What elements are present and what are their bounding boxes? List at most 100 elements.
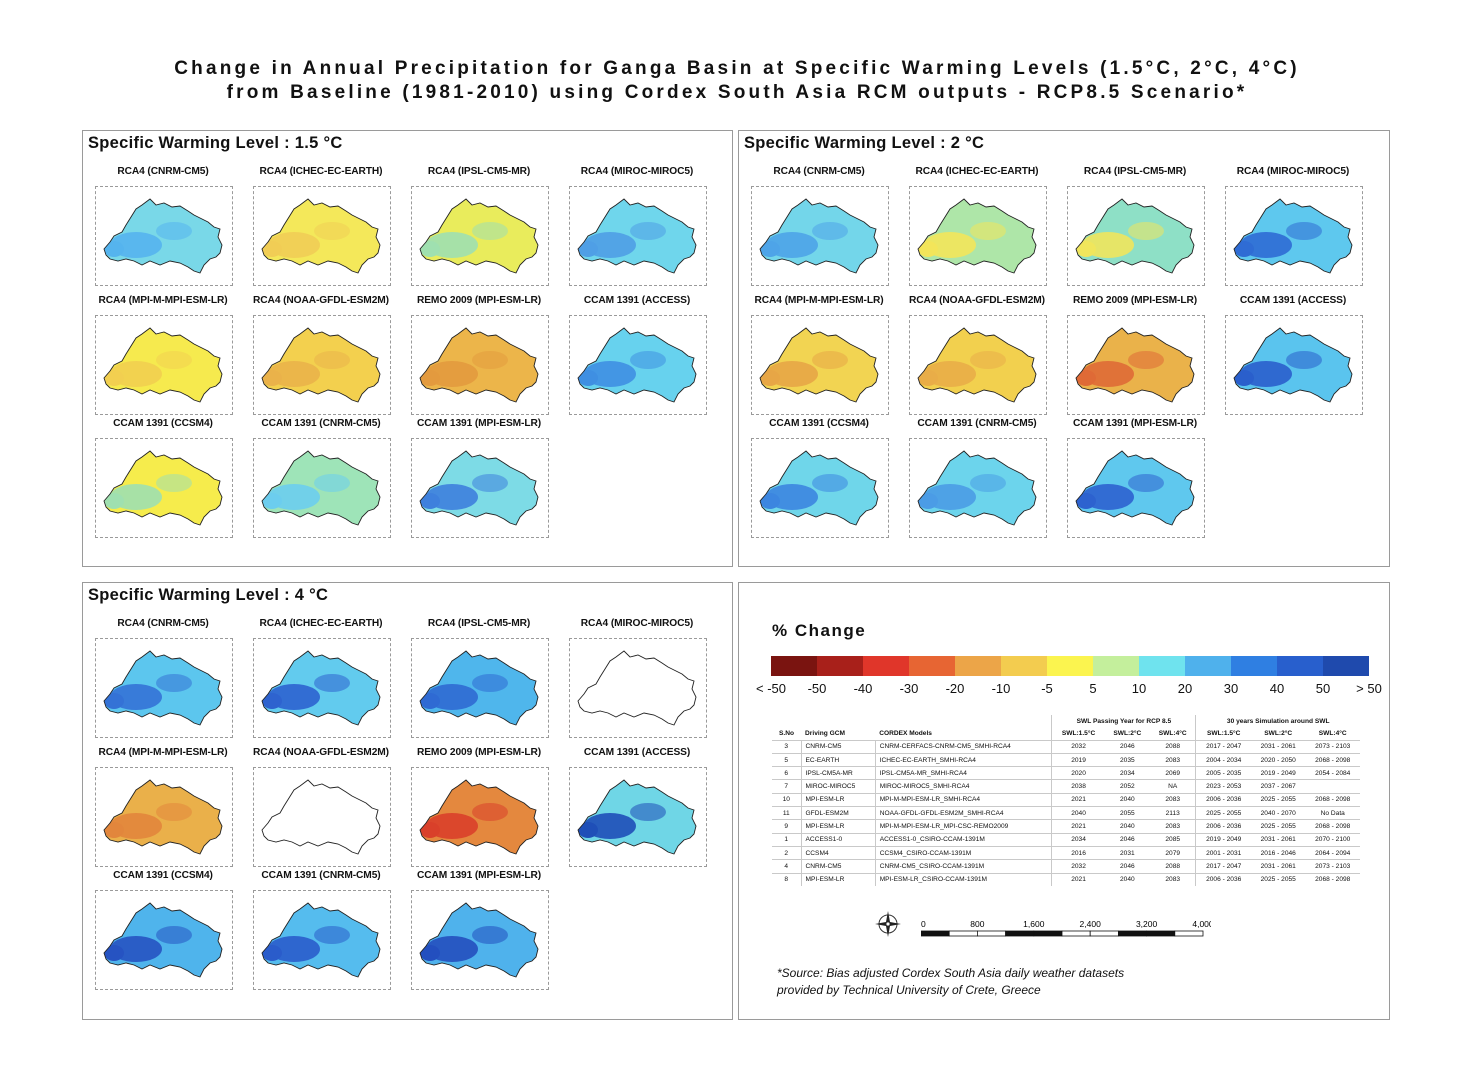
table-cell: 2034 [1104,766,1150,780]
basin-map [95,186,233,286]
map-label: CCAM 1391 (CCSM4) [769,418,869,429]
table-cell: 2068 - 2098 [1305,752,1360,767]
legend-tick-label: 30 [1223,681,1239,696]
table-cell: 2017 - 2047 [1195,859,1251,874]
table-header-row: S.No Driving GCM CORDEX Models SWL:1.5°C SWL… [772,727,1360,741]
table-cell: 2016 - 2046 [1251,845,1306,860]
basin-map-svg [103,779,223,855]
basin-map-svg [103,450,223,526]
table-cell: 2025 - 2055 [1251,872,1306,886]
table-cell: 2083 [1150,792,1196,807]
map-cell: RCA4 (CNRM-CM5) [83,166,243,288]
table-row: 5 EC-EARTH ICHEC-EC-EARTH_SMHI-RCA4 2019 203… [772,752,1360,767]
map-cell: RCA4 (ICHEC-EC-EARTH) [241,166,401,288]
basin-map [253,186,391,286]
basin-map-svg [103,198,223,274]
basin-map [569,638,707,738]
map-cell: RCA4 (IPSL-CM5-MR) [399,618,559,740]
basin-map [1225,186,1363,286]
map-cell: RCA4 (NOAA-GFDL-ESM2M) [241,295,401,417]
map-label: CCAM 1391 (MPI-ESM-LR) [416,870,542,881]
panel-swl-2: Specific Warming Level : 2 °C RCA4 (CNRM… [738,130,1390,567]
map-cell: CCAM 1391 (CNRM-CM5) [897,418,1057,540]
table-cell: 2083 [1150,752,1196,767]
table-cell: CNRM-CERFACS-CNRM-CM5_SMHI-RCA4 [874,739,1052,754]
basin-map-svg [419,902,539,978]
table-cell: 2040 [1051,806,1105,820]
scale-bar-tick: 3,200 [1136,919,1158,929]
map-cell: CCAM 1391 (CCSM4) [83,418,243,540]
map-cell: RCA4 (ICHEC-EC-EARTH) [241,618,401,740]
table-cell: 10 [772,792,802,807]
table-column-header: CORDEX Models [879,729,932,737]
basin-map [1067,186,1205,286]
legend-swatch [1277,656,1323,676]
map-label: RCA4 (ICHEC-EC-EARTH) [259,618,383,629]
scale-bar-segment [1089,930,1119,937]
basin-map [1067,315,1205,415]
basin-map [751,186,889,286]
map-cell: RCA4 (ICHEC-EC-EARTH) [897,166,1057,288]
legend-tick-label: -50 [807,681,827,696]
basin-map-svg [577,198,697,274]
legend-tick-label: -40 [853,681,873,696]
scale-bar-segment [921,930,950,937]
table-cell: 2006 - 2036 [1195,819,1251,834]
table-cell: 2017 - 2047 [1195,739,1251,754]
map-label: RCA4 (IPSL-CM5-MR) [1083,166,1187,177]
table-cell: No Data [1305,806,1360,820]
scale-bar-segment [1033,930,1063,937]
table-cell: 2032 [1051,739,1105,754]
table-cell: CNRM-CM5 [800,739,876,754]
map-cell: RCA4 (IPSL-CM5-MR) [399,166,559,288]
table-cell: 2038 [1051,779,1105,794]
map-cell: CCAM 1391 (ACCESS) [1213,295,1373,417]
scale-bar-tick: 1,600 [1023,919,1045,929]
basin-map-svg [577,327,697,403]
table-group-header: 30 years Simulation around SWL [1195,715,1360,728]
table-cell: MPI-ESM-LR_CSIRO-CCAM-1391M [874,872,1052,886]
compass-icon [874,910,902,938]
table-cell: 2016 [1051,845,1105,860]
basin-map-svg [917,198,1037,274]
basin-map [569,767,707,867]
table-cell: 2083 [1150,819,1196,834]
map-cell: RCA4 (CNRM-CM5) [83,618,243,740]
table-cell: 2021 [1051,792,1105,807]
table-cell: 2054 - 2084 [1305,766,1360,780]
basin-map-svg [261,779,381,855]
map-label: REMO 2009 (MPI-ESM-LR) [1072,295,1198,306]
legend-tick-label: -20 [945,681,965,696]
map-label: CCAM 1391 (ACCESS) [1239,295,1347,306]
table-cell: ICHEC-EC-EARTH_SMHI-RCA4 [874,752,1052,767]
map-cell: RCA4 (IPSL-CM5-MR) [1055,166,1215,288]
table-row: 2 CCSM4 CCSM4_CSIRO-CCAM-1391M 2016 2031 2079… [772,845,1360,860]
table-column-header: SWL:1.5°C [1051,727,1105,741]
basin-map [95,638,233,738]
table-cell: MPI-M-MPI-ESM-LR_MPI-CSC-REMO2009 [874,819,1052,834]
scale-bar-segment [1005,930,1035,937]
legend-swatch [1139,656,1185,676]
table-row: 1 ACCESS1-0 ACCESS1-0_CSIRO-CCAM-1391M 2034… [772,832,1360,847]
legend-title: % Change [772,621,867,640]
panel-swl-4: Specific Warming Level : 4 °C RCA4 (CNRM… [82,582,733,1020]
table-cell: 2069 [1150,766,1196,780]
scale-bar-segment [977,930,1007,937]
map-label: RCA4 (MIROC-MIROC5) [580,618,694,629]
basin-map [95,315,233,415]
main-title-line-2: from Baseline (1981-2010) using Cordex S… [226,82,1248,103]
map-cell: RCA4 (MPI-M-MPI-ESM-LR) [739,295,899,417]
table-cell: ACCESS1-0_CSIRO-CCAM-1391M [874,832,1052,847]
map-label: REMO 2009 (MPI-ESM-LR) [416,747,542,758]
basin-map [909,438,1047,538]
map-label: CCAM 1391 (ACCESS) [583,747,691,758]
table-column-header: SWL:2°C [1264,729,1293,737]
table-column-header: SWL:4°C [1158,729,1187,737]
map-label: CCAM 1391 (CNRM-CM5) [917,418,1037,429]
map-cell: RCA4 (NOAA-GFDL-ESM2M) [897,295,1057,417]
table-cell: 2006 - 2036 [1195,792,1251,807]
table-column-header: SWL:4°C [1318,729,1347,737]
table-cell: 2079 [1150,845,1196,860]
table-cell: 5 [772,752,802,767]
table-cell: 2032 [1051,859,1105,874]
